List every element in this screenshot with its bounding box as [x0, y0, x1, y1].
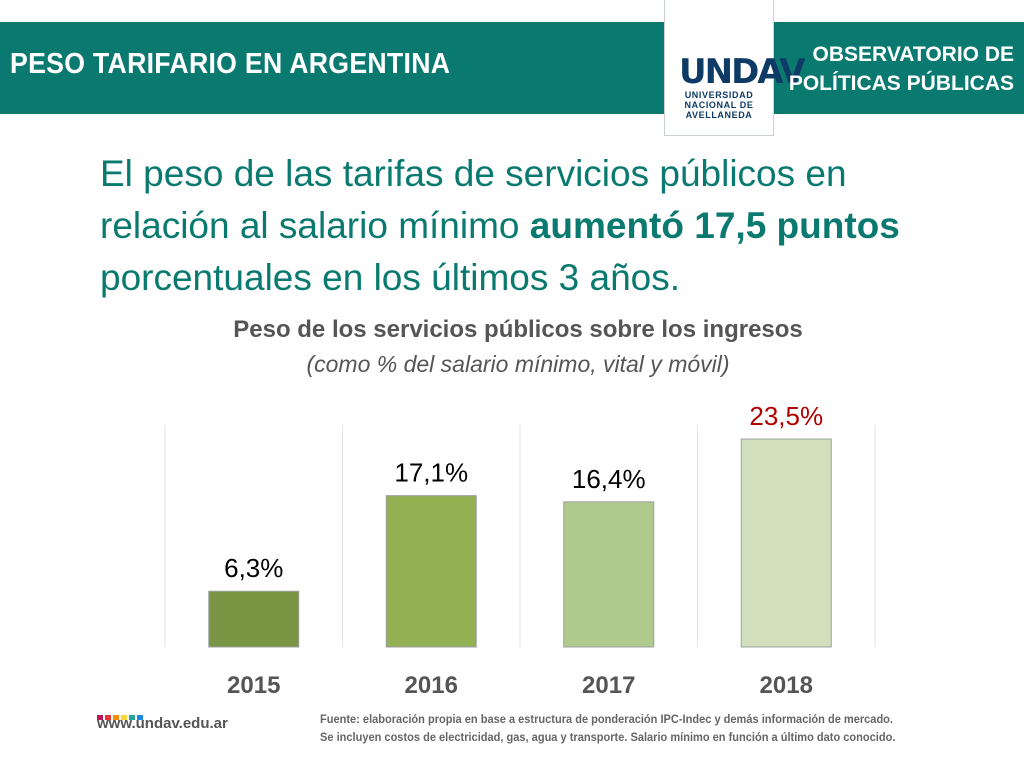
x-tick-label-2018: 2018 [760, 672, 813, 699]
headline-text-end: porcentuales en los últimos 3 años. [100, 257, 681, 298]
source-line: Fuente: elaboración propia en base a est… [320, 712, 894, 726]
observatorio-line: OBSERVATORIO DE [812, 43, 1014, 66]
data-label-2015: 6,3% [224, 553, 283, 583]
bar-2018 [740, 438, 832, 648]
data-label-2016: 17,1% [394, 458, 468, 488]
data-label-2017: 16,4% [572, 464, 646, 494]
bar-2015 [208, 590, 300, 648]
logo-line: AVELLANEDA [685, 110, 753, 120]
x-tick-label-2017: 2017 [582, 672, 635, 699]
bar-2017 [563, 501, 655, 648]
chart-title: Peso de los servicios públicos sobre los… [233, 316, 803, 343]
source-line: Se incluyen costos de electricidad, gas,… [320, 730, 896, 744]
logo-line: UNIVERSIDAD [684, 90, 754, 100]
headline: El peso de las tarifas de servicios públ… [100, 148, 980, 304]
color-square [113, 715, 119, 720]
x-tick-label-2016: 2016 [405, 672, 458, 699]
undav-logo: UNDAV UNIVERSIDAD NACIONAL DE AVELLANEDA [664, 0, 806, 136]
bar-2016 [385, 495, 477, 648]
observatorio-title: OBSERVATORIO DE POLÍTICAS PÚBLICAS [789, 40, 1014, 98]
headline-highlight: aumentó 17,5 puntos [529, 205, 900, 246]
color-square [121, 715, 127, 720]
color-squares-decoration [97, 707, 145, 725]
logo-line: NACIONAL DE [684, 100, 754, 110]
color-square [137, 715, 143, 720]
color-square [105, 715, 111, 720]
chart-subtitle: (como % del salario mínimo, vital y móvi… [306, 351, 730, 377]
header-bar [0, 22, 1024, 114]
color-square [97, 715, 103, 720]
data-label-2018: 23,5% [749, 401, 823, 431]
page-title: PESO TARIFARIO EN ARGENTINA [10, 48, 451, 80]
source-note: Fuente: elaboración propia en base a est… [320, 710, 895, 746]
logo-subtitle: UNIVERSIDAD NACIONAL DE AVELLANEDA [665, 90, 773, 120]
website-url[interactable]: www.undav.edu.ar [97, 715, 228, 732]
x-tick-label-2015: 2015 [227, 672, 280, 699]
observatorio-line: POLÍTICAS PÚBLICAS [788, 72, 1014, 95]
color-square [129, 715, 135, 720]
headline-text: El peso de las tarifas de servicios públ… [100, 153, 847, 246]
logo-mark: UNDAV [679, 52, 806, 92]
